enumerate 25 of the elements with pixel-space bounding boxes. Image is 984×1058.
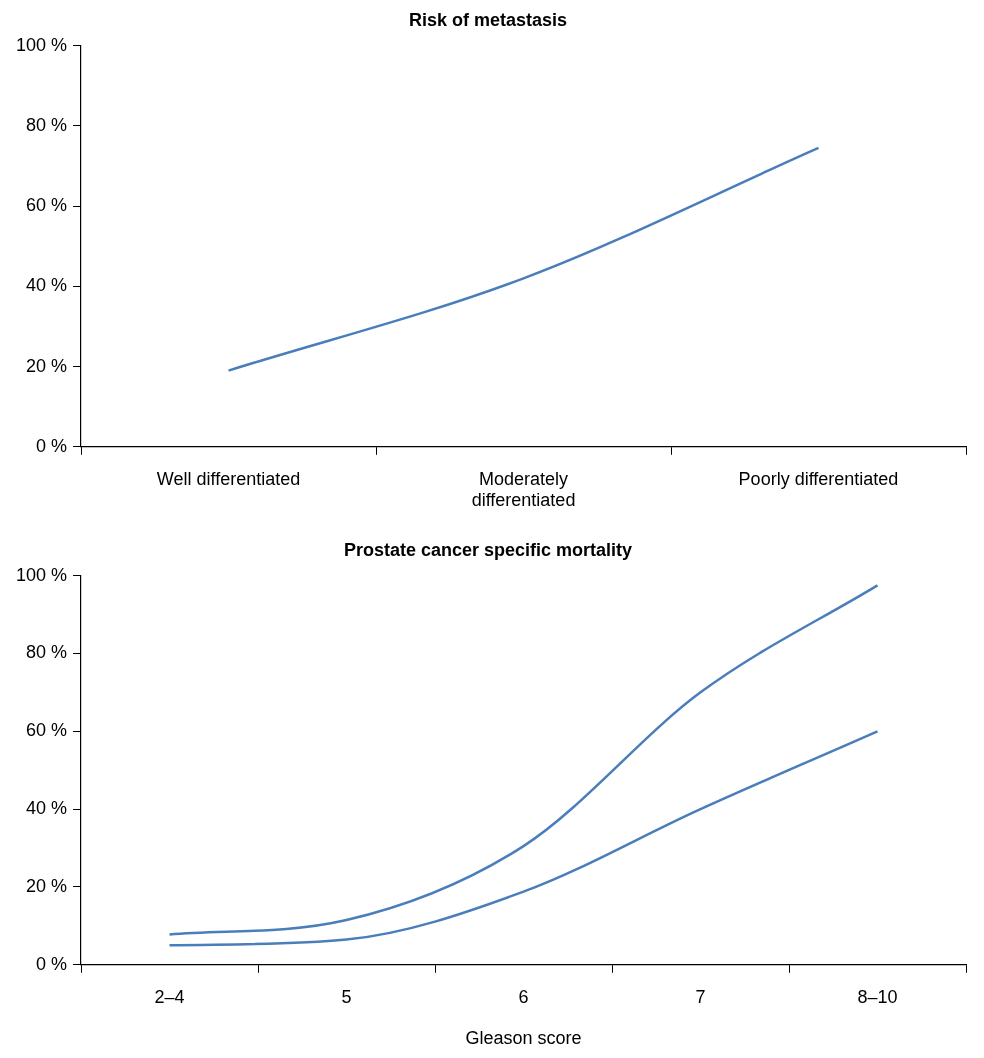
line-series <box>168 584 879 936</box>
x-tick-label: 8–10 <box>857 986 898 1007</box>
x-tick-label: 7 <box>695 986 706 1007</box>
x-tick-label: Well differentiated <box>156 468 301 489</box>
y-tick-label: 0 % <box>36 953 68 974</box>
chart-title: Prostate cancer specific mortality <box>343 539 633 560</box>
y-tick-label: 100 % <box>15 564 68 585</box>
x-tick-label: Poorly differentiated <box>738 468 899 489</box>
y-tick-label: 80 % <box>26 642 68 663</box>
chart-title: Risk of metastasis <box>408 9 568 30</box>
y-tick-label: 20 % <box>26 355 68 376</box>
x-tick-label: 5 <box>341 986 352 1007</box>
x-tick-label: Moderately differentiated <box>471 468 576 511</box>
line-series <box>168 730 879 947</box>
x-tick-label: 6 <box>518 986 529 1007</box>
x-tick-label: 2–4 <box>154 986 185 1007</box>
y-tick-label: 40 % <box>26 798 68 819</box>
x-axis-title: Gleason score <box>465 1028 582 1049</box>
y-tick-label: 20 % <box>26 875 68 896</box>
y-tick-label: 60 % <box>26 195 68 216</box>
y-tick-label: 0 % <box>36 435 68 456</box>
y-tick-label: 100 % <box>15 34 68 55</box>
y-tick-label: 60 % <box>26 720 68 741</box>
y-tick-label: 40 % <box>26 275 68 296</box>
y-tick-label: 80 % <box>26 114 68 135</box>
